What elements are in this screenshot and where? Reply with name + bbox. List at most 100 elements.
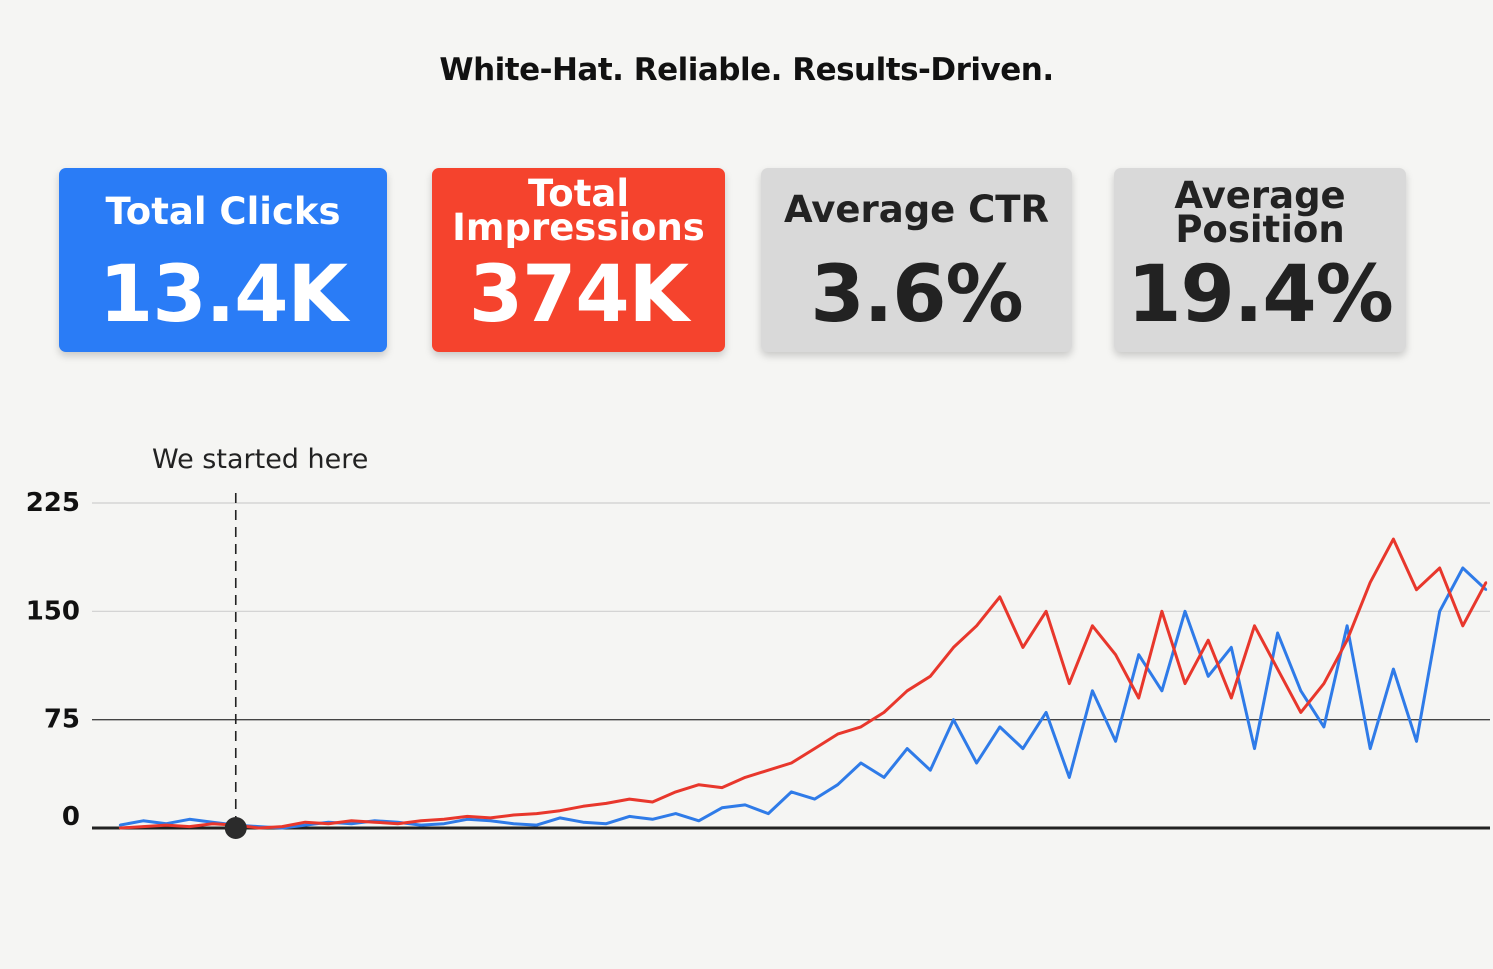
data-point-impressions [419,819,423,822]
data-point-clicks [1392,667,1395,671]
data-point-clicks [142,819,145,822]
data-point-impressions [512,813,515,817]
data-point-impressions [605,802,608,805]
data-point-impressions [1068,682,1071,685]
data-point-clicks [697,819,700,822]
data-point-clicks [1276,631,1279,635]
data-point-clicks [581,821,585,824]
data-point-clicks [674,812,677,815]
data-point-impressions [697,783,700,786]
data-point-clicks [998,725,1001,729]
data-point-clicks [975,761,978,765]
data-point-clicks [1021,747,1025,750]
chart-annotation: We started here [152,444,368,839]
data-point-impressions [743,776,747,779]
data-point-clicks [1253,747,1256,750]
data-point-impressions [373,821,376,824]
data-point-impressions [118,826,122,830]
data-point-impressions [396,822,399,825]
total-clicks-value: 13.4K [99,250,348,340]
data-point-impressions [975,624,978,627]
data-point-clicks [1345,624,1349,627]
data-point-clicks [952,718,955,721]
chart-series [118,537,1488,830]
data-point-impressions [906,689,909,692]
data-point-impressions [1438,566,1441,570]
data-point-impressions [1392,537,1395,541]
data-point-impressions [1369,581,1372,584]
data-point-clicks [1044,711,1048,714]
data-point-clicks [1183,610,1187,613]
data-point-impressions [1461,624,1465,627]
data-point-clicks [836,783,839,786]
average-position-label-line2: Position [1175,208,1345,251]
data-point-impressions [280,825,284,828]
total-clicks-card: Total Clicks 13.4K [59,168,387,352]
data-point-clicks [1068,776,1071,779]
data-point-clicks [859,761,863,765]
data-point-impressions [535,812,538,815]
data-point-clicks [790,790,793,794]
average-ctr-label: Average CTR [783,188,1050,231]
data-point-impressions [859,725,863,729]
data-point-clicks [1461,566,1465,570]
total-impressions-value: 374K [468,250,689,340]
data-point-clicks [1415,740,1418,743]
data-point-impressions [813,747,816,750]
data-point-impressions [1114,653,1117,656]
data-point-clicks [1207,675,1210,678]
data-point-impressions [836,732,839,736]
data-point-impressions [466,815,469,818]
data-point-impressions [790,761,793,765]
start-marker-dot [224,817,247,839]
data-point-clicks [743,803,747,807]
data-point-impressions [142,825,145,828]
annotation-label: We started here [152,444,368,475]
data-point-clicks [651,818,654,821]
data-point-clicks [118,823,122,827]
series-line-impressions [119,537,1488,830]
data-point-clicks [906,747,909,750]
data-point-impressions [952,646,955,649]
average-position-value: 19.4% [1127,250,1394,340]
data-point-impressions [674,790,677,794]
data-point-clicks [442,822,446,825]
data-point-impressions [1299,711,1303,714]
data-point-impressions [998,595,1001,599]
data-point-clicks [1137,653,1140,656]
data-point-impressions [211,822,214,825]
chart-grid: 0 75 150 225 [26,488,1490,832]
data-point-impressions [558,809,562,812]
data-point-clicks [304,823,307,827]
data-point-impressions [1276,667,1279,671]
data-point-clicks [466,818,469,821]
series-line-clicks [119,566,1488,830]
data-point-impressions [1044,610,1048,613]
data-point-impressions [1230,696,1233,700]
data-point-clicks [1091,689,1094,692]
data-point-impressions [1345,639,1349,642]
data-point-impressions [882,711,886,714]
data-point-clicks [813,797,816,801]
data-point-impressions [651,800,654,804]
data-point-clicks [1114,740,1117,743]
data-point-clicks [1484,588,1488,591]
data-point-impressions [628,797,631,801]
data-point-clicks [1230,646,1233,649]
average-position-label-line1: Average [1174,174,1346,217]
data-point-clicks [489,819,492,822]
data-point-impressions [1021,646,1025,649]
data-point-impressions [350,819,353,822]
data-point-clicks [1438,610,1441,613]
data-point-impressions [581,805,585,808]
total-clicks-label: Total Clicks [105,190,341,233]
data-point-clicks [929,769,932,772]
total-impressions-label-line2: Impressions [452,206,705,249]
data-point-impressions [720,786,724,789]
data-point-impressions [304,821,307,824]
data-point-clicks [188,818,191,821]
data-point-clicks [419,823,423,827]
total-impressions-card: Total Impressions 374K [432,168,725,352]
data-point-clicks [628,815,631,818]
